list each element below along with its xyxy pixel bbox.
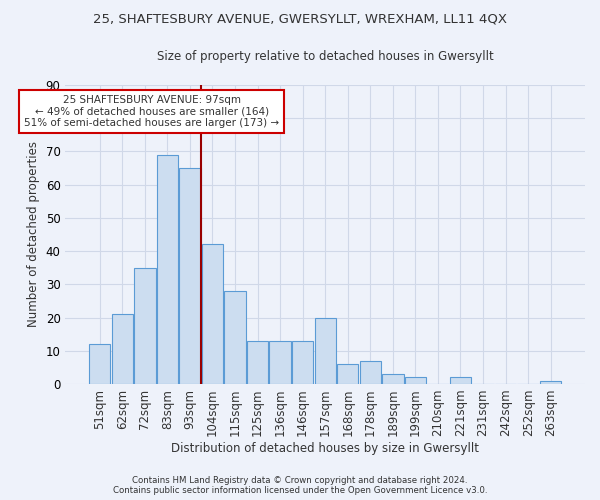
Bar <box>382 374 404 384</box>
X-axis label: Distribution of detached houses by size in Gwersyllt: Distribution of detached houses by size … <box>171 442 479 455</box>
Bar <box>157 155 178 384</box>
Text: 25 SHAFTESBURY AVENUE: 97sqm
← 49% of detached houses are smaller (164)
51% of s: 25 SHAFTESBURY AVENUE: 97sqm ← 49% of de… <box>24 95 279 128</box>
Bar <box>112 314 133 384</box>
Text: Contains HM Land Registry data © Crown copyright and database right 2024.
Contai: Contains HM Land Registry data © Crown c… <box>113 476 487 495</box>
Bar <box>224 291 246 384</box>
Bar <box>314 318 336 384</box>
Bar <box>359 360 381 384</box>
Bar <box>247 341 268 384</box>
Bar <box>540 380 562 384</box>
Bar <box>134 268 155 384</box>
Bar <box>179 168 200 384</box>
Bar <box>337 364 358 384</box>
Bar <box>89 344 110 384</box>
Y-axis label: Number of detached properties: Number of detached properties <box>27 142 40 328</box>
Text: 25, SHAFTESBURY AVENUE, GWERSYLLT, WREXHAM, LL11 4QX: 25, SHAFTESBURY AVENUE, GWERSYLLT, WREXH… <box>93 12 507 26</box>
Bar <box>404 378 426 384</box>
Bar <box>202 244 223 384</box>
Title: Size of property relative to detached houses in Gwersyllt: Size of property relative to detached ho… <box>157 50 494 63</box>
Bar <box>292 341 313 384</box>
Bar <box>450 378 471 384</box>
Bar <box>269 341 291 384</box>
